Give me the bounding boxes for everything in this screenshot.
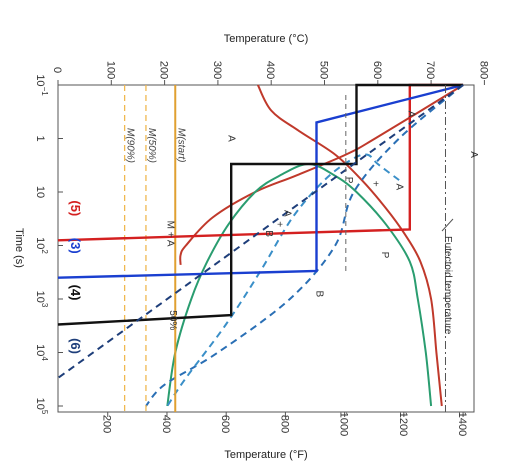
top-tick-label: 500 xyxy=(318,61,330,79)
heat-treatment-path xyxy=(57,83,464,326)
region-label: B xyxy=(314,290,325,297)
region-label: A xyxy=(282,210,293,217)
region-label: A xyxy=(394,183,405,190)
martensite-label: M(90%) xyxy=(125,128,136,163)
transformation-curve xyxy=(166,162,433,407)
bottom-tick-label: 800 xyxy=(278,415,290,433)
region-label: + xyxy=(274,221,285,227)
time-tick-label: 104 xyxy=(34,344,49,361)
eutectoid-label: Eutectoid temperature xyxy=(442,236,453,335)
transformation-curve xyxy=(256,84,443,407)
time-tick-base: 10 xyxy=(34,344,46,356)
transformation-curve xyxy=(179,84,464,265)
heat-treatment-path xyxy=(57,83,464,242)
time-tick-exponent: 2 xyxy=(40,249,49,254)
time-tick-exponent: −1 xyxy=(40,87,49,97)
heat-treatment-label: (4) xyxy=(68,285,83,301)
region-label: P xyxy=(379,252,390,259)
bottom-tick-label: 1000 xyxy=(338,412,350,436)
top-tick-label: 600 xyxy=(371,61,383,79)
bottom-tick-label: 1400 xyxy=(456,412,468,436)
top-tick-label: 400 xyxy=(264,61,276,79)
bottom-axis-title: Temperature (°F) xyxy=(224,449,307,461)
time-tick-base: 10 xyxy=(34,74,46,86)
region-label: M + A xyxy=(164,221,175,247)
heat-treatment-label: (5) xyxy=(68,200,83,216)
bottom-tick-label: 400 xyxy=(160,415,172,433)
time-tick-label: 10−1 xyxy=(34,74,49,96)
top-tick-label: 700 xyxy=(424,61,436,79)
time-tick-base: 10 xyxy=(34,291,46,303)
top-tick-label: 0 xyxy=(51,67,63,73)
bottom-tick-label: 600 xyxy=(219,415,231,433)
martensite-label: M(50%) xyxy=(146,128,157,163)
top-tick-label: 200 xyxy=(158,61,170,79)
time-tick-base: 10 xyxy=(34,237,46,249)
heat-treatment-path xyxy=(57,83,464,279)
top-tick-label: 800 xyxy=(477,61,489,79)
bottom-tick-label: 1200 xyxy=(397,412,409,436)
transformation-curve xyxy=(166,153,400,407)
region-label: 50% xyxy=(167,310,178,330)
time-tick-label: 103 xyxy=(34,291,49,308)
left-axis-title: Time (s) xyxy=(13,228,25,268)
transformation-curve xyxy=(145,84,464,407)
region-label: A xyxy=(468,151,479,158)
time-tick-exponent: 4 xyxy=(40,356,49,361)
plot-frame xyxy=(57,84,475,413)
heat-treatment-label: (3) xyxy=(68,238,83,254)
martensite-label: M(start) xyxy=(175,128,186,162)
region-label: A xyxy=(226,135,237,142)
time-tick-base: 1 xyxy=(34,135,46,141)
time-tick-exponent: 5 xyxy=(40,410,49,415)
time-tick-label: 10 xyxy=(34,186,46,198)
time-tick-label: 1 xyxy=(34,135,46,141)
time-tick-base: 10 xyxy=(34,398,46,410)
region-label: B xyxy=(263,230,274,237)
top-tick-label: 300 xyxy=(211,61,223,79)
region-label: + xyxy=(370,181,381,187)
time-tick-label: 105 xyxy=(34,398,49,415)
region-label: A xyxy=(406,111,417,118)
heat-treatment-label: (6) xyxy=(68,338,83,354)
region-label: P xyxy=(343,177,354,184)
top-axis-title: Temperature (°C) xyxy=(224,33,308,45)
time-tick-label: 102 xyxy=(34,237,49,254)
time-tick-exponent: 3 xyxy=(40,303,49,308)
eutectoid-pointer xyxy=(441,218,454,232)
bottom-tick-label: 200 xyxy=(101,415,113,433)
top-tick-label: 100 xyxy=(104,61,116,79)
time-tick-base: 10 xyxy=(34,186,46,198)
